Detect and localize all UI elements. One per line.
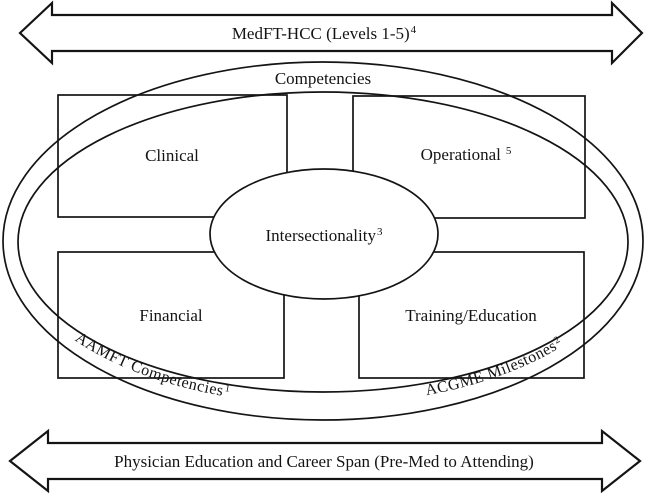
acgme-milestones-superscript: 2 [552, 334, 562, 346]
inner-ring-ellipse [17, 91, 629, 393]
bottom-arrow-shape [8, 428, 642, 494]
top-arrow-label: MedFT-HCC (Levels 1-5)4 [232, 24, 417, 43]
clinical-label: Clinical [145, 146, 199, 165]
aamft-competencies-superscript: 1 [224, 383, 231, 395]
operational-box [352, 95, 586, 219]
acgme-milestones-curved-label: ACGME Milestones2 [424, 334, 563, 399]
aamft-competencies-text: AAMFT Competencies [72, 329, 225, 400]
clinical-box [57, 94, 288, 218]
acgme-milestones-text: ACGME Milestones [424, 338, 560, 400]
intersectionality-label-text: Intersectionality [266, 226, 377, 245]
top-arrow-label-text: MedFT-HCC (Levels 1-5) [232, 24, 410, 43]
training-education-box [358, 251, 585, 379]
competencies-label: Competencies [275, 69, 371, 88]
bottom-arrow-label: Physician Education and Career Span (Pre… [114, 452, 534, 471]
top-arrow-superscript: 4 [411, 24, 417, 36]
intersectionality-superscript: 3 [377, 226, 383, 238]
intersectionality-label: Intersectionality3 [266, 226, 383, 245]
operational-label-text: Operational [421, 145, 502, 164]
operational-superscript: 5 [506, 145, 512, 157]
operational-label: Operational 5 [421, 145, 512, 164]
outer-ring-ellipse [2, 61, 644, 421]
financial-box [57, 251, 285, 379]
aamft-competencies-curved-label: AAMFT Competencies1 [72, 329, 231, 400]
training-education-label: Training/Education [405, 306, 537, 325]
acgme-milestones-textpath: ACGME Milestones2 [424, 334, 562, 400]
intersectionality-ellipse [209, 168, 439, 300]
aamft-competencies-textpath: AAMFT Competencies1 [72, 329, 231, 400]
financial-label: Financial [139, 306, 203, 325]
top-arrow-shape [18, 0, 644, 66]
